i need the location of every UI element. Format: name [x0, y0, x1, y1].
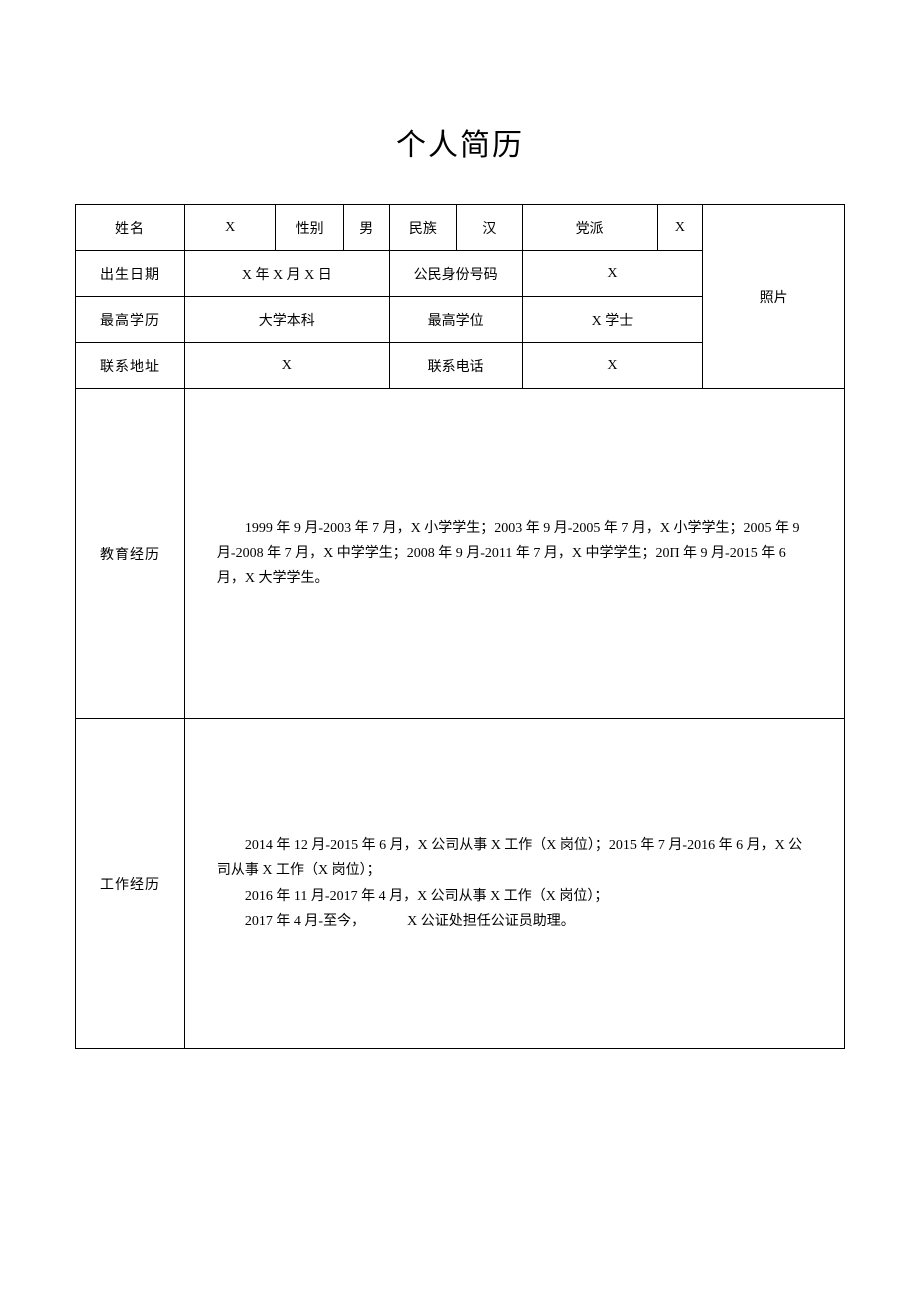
phone-label: 联系电话 — [389, 343, 522, 389]
table-row: 姓名 X 性别 男 民族 汉 党派 X 照片 — [76, 205, 845, 251]
edu-label: 最高学历 — [76, 297, 185, 343]
photo-cell: 照片 — [703, 205, 845, 389]
work-exp-line3a: 2017 年 4 月-至今， — [245, 914, 365, 929]
education-exp-label: 教育经历 — [76, 389, 185, 719]
work-exp-line1: 2014 年 12 月-2015 年 6 月，X 公司从事 X 工作（X 岗位）… — [217, 833, 812, 883]
gender-value: 男 — [343, 205, 389, 251]
birth-value: X 年 X 月 X 日 — [184, 251, 389, 297]
table-row: 工作经历 2014 年 12 月-2015 年 6 月，X 公司从事 X 工作（… — [76, 719, 845, 1049]
party-label: 党派 — [522, 205, 657, 251]
phone-value: X — [522, 343, 703, 389]
id-label: 公民身份号码 — [389, 251, 522, 297]
work-exp-line3b: X 公证处担任公证员助理。 — [407, 914, 575, 929]
id-value: X — [522, 251, 703, 297]
page-title: 个人简历 — [75, 120, 845, 164]
ethnic-label: 民族 — [389, 205, 457, 251]
addr-label: 联系地址 — [76, 343, 185, 389]
work-exp-content: 2014 年 12 月-2015 年 6 月，X 公司从事 X 工作（X 岗位）… — [184, 719, 844, 1049]
gender-label: 性别 — [276, 205, 344, 251]
degree-label: 最高学位 — [389, 297, 522, 343]
degree-value: X 学士 — [522, 297, 703, 343]
ethnic-value: 汉 — [457, 205, 522, 251]
party-value: X — [657, 205, 703, 251]
education-exp-text: 1999 年 9 月-2003 年 7 月，X 小学学生；2003 年 9 月-… — [217, 516, 812, 592]
name-label: 姓名 — [76, 205, 185, 251]
education-exp-content: 1999 年 9 月-2003 年 7 月，X 小学学生；2003 年 9 月-… — [184, 389, 844, 719]
table-row: 教育经历 1999 年 9 月-2003 年 7 月，X 小学学生；2003 年… — [76, 389, 845, 719]
work-exp-line3: 2017 年 4 月-至今， X 公证处担任公证员助理。 — [217, 909, 812, 934]
addr-value: X — [184, 343, 389, 389]
birth-label: 出生日期 — [76, 251, 185, 297]
name-value: X — [184, 205, 275, 251]
resume-table: 姓名 X 性别 男 民族 汉 党派 X 照片 出生日期 X 年 X 月 X 日 … — [75, 204, 845, 1049]
work-exp-line2: 2016 年 11 月-2017 年 4 月，X 公司从事 X 工作（X 岗位）… — [217, 884, 812, 909]
edu-value: 大学本科 — [184, 297, 389, 343]
work-exp-label: 工作经历 — [76, 719, 185, 1049]
